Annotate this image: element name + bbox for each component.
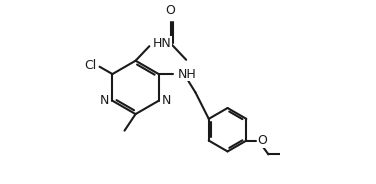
Text: HN: HN xyxy=(153,37,172,50)
Text: O: O xyxy=(165,4,176,17)
Text: Cl: Cl xyxy=(85,59,97,72)
Text: N: N xyxy=(162,94,171,107)
Text: O: O xyxy=(258,134,267,147)
Text: NH: NH xyxy=(178,68,197,81)
Text: N: N xyxy=(100,94,109,107)
